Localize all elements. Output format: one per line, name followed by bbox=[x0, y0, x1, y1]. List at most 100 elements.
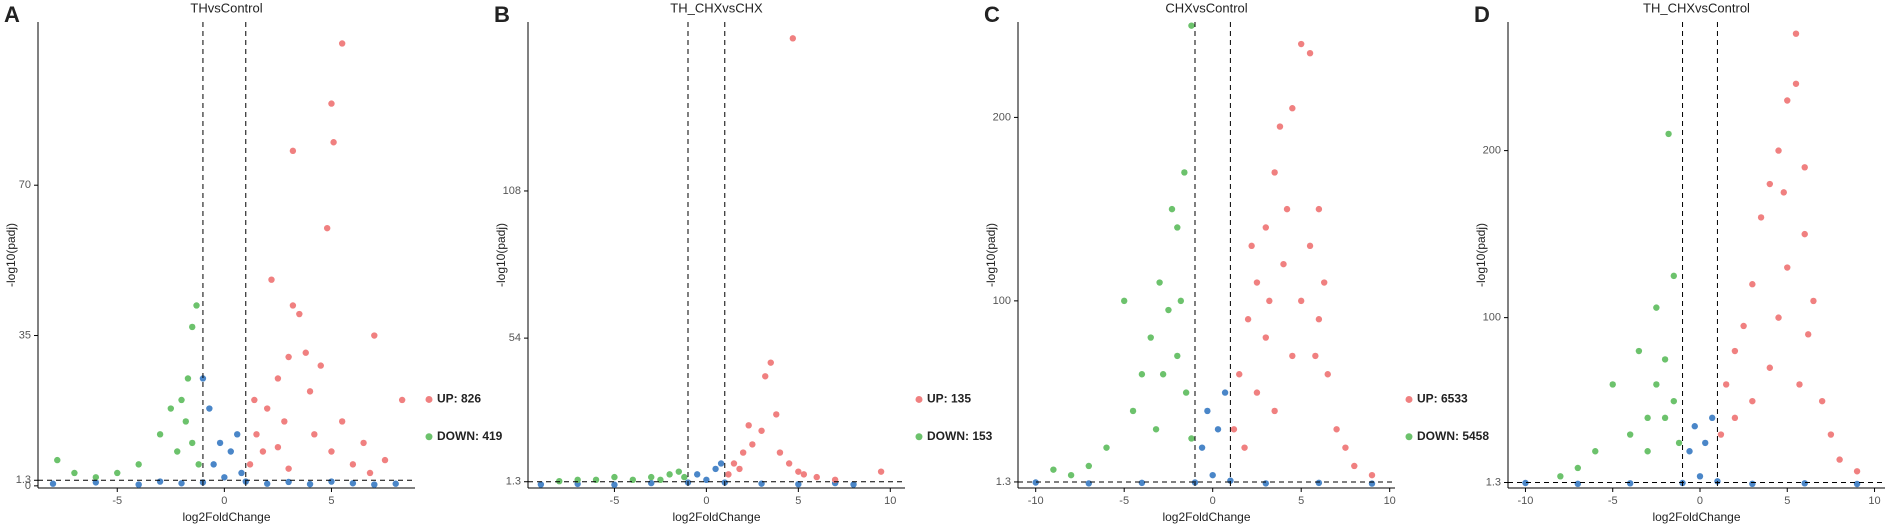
point bbox=[92, 479, 100, 486]
legend-marker bbox=[425, 395, 433, 403]
point bbox=[302, 349, 309, 356]
point bbox=[366, 469, 374, 477]
point bbox=[767, 359, 774, 366]
point bbox=[758, 427, 765, 434]
point bbox=[1818, 397, 1826, 405]
x-tick-label: 0 bbox=[1210, 495, 1216, 507]
x-tick-label: 5 bbox=[795, 495, 801, 507]
point bbox=[1032, 479, 1039, 486]
point bbox=[1103, 444, 1110, 451]
point bbox=[736, 465, 743, 473]
point bbox=[1827, 431, 1835, 438]
point bbox=[1236, 371, 1243, 378]
point bbox=[338, 418, 346, 425]
x-axis-label: log2FoldChange bbox=[672, 510, 760, 524]
point bbox=[253, 431, 260, 438]
point bbox=[666, 471, 673, 478]
point bbox=[306, 480, 314, 488]
point bbox=[156, 478, 164, 485]
point bbox=[1333, 426, 1340, 433]
point bbox=[1209, 471, 1216, 479]
point bbox=[289, 302, 297, 309]
y-axis-label: -log10(padj) bbox=[4, 223, 18, 287]
point bbox=[1574, 480, 1582, 488]
point bbox=[1522, 479, 1529, 487]
point bbox=[398, 396, 406, 404]
point bbox=[1792, 30, 1800, 37]
point bbox=[1306, 242, 1314, 250]
point bbox=[1276, 123, 1284, 130]
point bbox=[1717, 431, 1725, 438]
point bbox=[1801, 480, 1808, 487]
point bbox=[675, 468, 682, 475]
point bbox=[189, 439, 196, 447]
point bbox=[206, 405, 213, 412]
legend-label: UP: 826 bbox=[437, 392, 481, 406]
point bbox=[717, 460, 725, 467]
point bbox=[1156, 279, 1163, 286]
point bbox=[1853, 480, 1861, 488]
point bbox=[263, 405, 271, 412]
point bbox=[246, 461, 254, 468]
x-axis-label: log2FoldChange bbox=[1652, 510, 1740, 524]
point bbox=[1731, 347, 1739, 355]
point bbox=[1181, 169, 1188, 176]
point bbox=[1138, 479, 1146, 487]
point bbox=[1198, 444, 1206, 451]
point bbox=[227, 448, 234, 455]
point bbox=[1315, 479, 1323, 487]
point bbox=[1757, 214, 1765, 221]
point bbox=[1120, 297, 1128, 305]
point bbox=[259, 448, 267, 455]
point bbox=[1780, 189, 1787, 196]
point bbox=[813, 473, 820, 481]
point bbox=[1312, 352, 1319, 360]
point bbox=[648, 473, 655, 481]
point bbox=[712, 465, 719, 473]
point bbox=[1810, 297, 1817, 305]
point bbox=[1775, 314, 1782, 321]
point bbox=[611, 473, 618, 481]
point bbox=[1271, 407, 1278, 415]
point bbox=[195, 461, 202, 468]
point bbox=[338, 40, 346, 47]
x-tick-label: -10 bbox=[1518, 495, 1534, 507]
y-tick-label: 0 bbox=[25, 480, 31, 492]
y-tick-label: 200 bbox=[993, 111, 1011, 123]
point bbox=[1129, 407, 1137, 415]
point bbox=[328, 478, 335, 485]
point bbox=[189, 323, 196, 331]
point bbox=[281, 418, 288, 425]
y-tick-label: 1.3 bbox=[16, 474, 31, 486]
point bbox=[289, 147, 297, 155]
point bbox=[1644, 414, 1651, 422]
point bbox=[263, 480, 271, 487]
point bbox=[1147, 334, 1154, 341]
point bbox=[1368, 471, 1376, 479]
point bbox=[1796, 381, 1803, 388]
chart-title: THvsControl bbox=[190, 0, 262, 15]
point bbox=[178, 396, 185, 404]
point bbox=[1289, 352, 1296, 360]
point bbox=[1214, 426, 1222, 433]
point bbox=[193, 302, 200, 309]
point bbox=[330, 139, 337, 146]
point bbox=[1775, 147, 1782, 154]
y-axis-label: -log10(padj) bbox=[494, 223, 508, 287]
x-tick-label: -10 bbox=[1028, 495, 1044, 507]
x-tick-label: -5 bbox=[1119, 495, 1129, 507]
point bbox=[371, 481, 378, 488]
point bbox=[114, 469, 121, 477]
point bbox=[1670, 272, 1678, 280]
x-tick-label: 10 bbox=[1868, 495, 1880, 507]
x-tick-label: 10 bbox=[1384, 495, 1396, 507]
legend-marker bbox=[915, 433, 923, 441]
point bbox=[1067, 471, 1075, 479]
x-tick-label: -5 bbox=[610, 495, 620, 507]
point bbox=[745, 422, 752, 429]
y-tick-label: 70 bbox=[19, 179, 31, 191]
point bbox=[795, 480, 802, 488]
legend-label: DOWN: 419 bbox=[437, 429, 503, 443]
point bbox=[1661, 414, 1669, 422]
